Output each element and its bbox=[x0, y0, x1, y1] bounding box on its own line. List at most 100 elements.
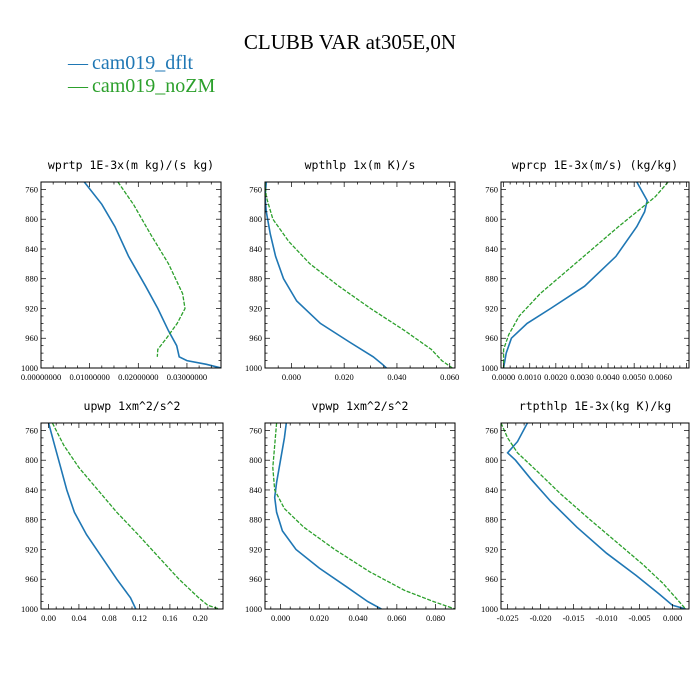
y-tick-label: 1000 bbox=[481, 363, 498, 373]
x-tick-label: 0.020 bbox=[335, 372, 354, 382]
y-tick-label: 800 bbox=[249, 455, 262, 465]
plot-frame bbox=[264, 422, 456, 610]
legend-dash-nozm: — bbox=[68, 75, 88, 97]
x-tick-label: 0.0040 bbox=[596, 372, 619, 382]
panel-title: wprtp 1E-3x(m kg)/(s kg) bbox=[48, 158, 214, 172]
series-line-nozm bbox=[501, 423, 687, 609]
y-tick-label: 1000 bbox=[21, 604, 38, 614]
y-tick-label: 920 bbox=[25, 303, 38, 313]
y-tick-label: 960 bbox=[249, 574, 262, 584]
x-tick-label: 0.040 bbox=[387, 372, 406, 382]
y-tick-label: 1000 bbox=[21, 363, 38, 373]
x-tick-label: 0.01000000 bbox=[69, 372, 109, 382]
panel-title: rtpthlp 1E-3x(kg K)/kg bbox=[519, 399, 671, 413]
y-tick-label: 840 bbox=[25, 244, 38, 254]
y-tick-label: 800 bbox=[485, 214, 498, 224]
panel-title: upwp 1xm^2/s^2 bbox=[84, 399, 181, 413]
x-tick-label: 0.0000 bbox=[492, 372, 515, 382]
series-line-dflt bbox=[273, 423, 382, 609]
x-tick-label: -0.020 bbox=[530, 613, 552, 623]
y-tick-label: 760 bbox=[249, 425, 262, 435]
x-tick-label: 0.0050 bbox=[622, 372, 645, 382]
x-tick-label: 0.03000000 bbox=[167, 372, 207, 382]
y-tick-label: 760 bbox=[485, 425, 498, 435]
series-line-dflt bbox=[502, 182, 649, 368]
legend-dash-dflt: — bbox=[68, 52, 88, 74]
plot-frame bbox=[264, 181, 456, 369]
y-tick-label: 920 bbox=[25, 544, 38, 554]
y-tick-label: 880 bbox=[485, 274, 498, 284]
y-tick-label: 920 bbox=[485, 303, 498, 313]
y-tick-label: 880 bbox=[485, 515, 498, 525]
y-tick-label: 840 bbox=[485, 485, 498, 495]
y-tick-label: 840 bbox=[25, 485, 38, 495]
x-tick-label: 0.16 bbox=[162, 613, 177, 623]
x-tick-label: 0.060 bbox=[387, 613, 406, 623]
plot-frame bbox=[40, 422, 224, 610]
panel-title: vpwp 1xm^2/s^2 bbox=[312, 399, 409, 413]
series-line-nozm bbox=[51, 423, 220, 609]
y-tick-label: 1000 bbox=[245, 604, 262, 614]
y-tick-label: 800 bbox=[25, 455, 38, 465]
y-tick-label: 800 bbox=[25, 214, 38, 224]
y-tick-label: 880 bbox=[25, 274, 38, 284]
x-tick-label: 0.060 bbox=[440, 372, 459, 382]
y-tick-label: 760 bbox=[249, 184, 262, 194]
panel-title: wprcp 1E-3x(m/s) (kg/kg) bbox=[512, 158, 678, 172]
y-tick-label: 960 bbox=[25, 574, 38, 584]
panel-6: rtpthlp 1E-3x(kg K)/kg 760 800 840 880 920 960… bbox=[481, 399, 690, 623]
y-tick-label: 840 bbox=[249, 244, 262, 254]
x-tick-label: 0.080 bbox=[426, 613, 445, 623]
series-line-nozm bbox=[502, 182, 669, 368]
y-tick-label: 920 bbox=[249, 303, 262, 313]
panel-5: vpwp 1xm^2/s^2 760 800 840 880 920 960 1000 0.00… bbox=[245, 399, 456, 623]
legend-item-nozm: — cam019_noZM bbox=[68, 75, 215, 98]
series-line-dflt bbox=[47, 423, 137, 609]
x-tick-label: 0.000 bbox=[282, 372, 301, 382]
x-tick-label: -0.005 bbox=[629, 613, 651, 623]
x-tick-label: 0.000 bbox=[663, 613, 682, 623]
x-tick-label: -0.025 bbox=[497, 613, 519, 623]
plot-frame bbox=[500, 181, 690, 369]
x-tick-label: 0.020 bbox=[310, 613, 329, 623]
legend: — cam019_dflt — cam019_noZM bbox=[68, 52, 215, 98]
x-tick-label: 0.0020 bbox=[544, 372, 567, 382]
y-tick-label: 840 bbox=[249, 485, 262, 495]
series-line-dflt bbox=[506, 423, 686, 609]
y-tick-label: 800 bbox=[485, 455, 498, 465]
x-tick-label: 0.20 bbox=[193, 613, 208, 623]
panel-2: wpthlp 1x(m K)/s 760 800 840 880 920 960 1000 0.… bbox=[245, 158, 459, 382]
x-tick-label: 0.0010 bbox=[518, 372, 541, 382]
x-tick-label: 0.00000000 bbox=[21, 372, 61, 382]
page-title: CLUBB VAR at305E,0N bbox=[243, 30, 457, 54]
x-tick-label: -0.010 bbox=[596, 613, 618, 623]
panel-3: wprcp 1E-3x(m/s) (kg/kg) 760 800 840 880 920 9… bbox=[481, 158, 690, 382]
y-tick-label: 760 bbox=[485, 184, 498, 194]
x-tick-label: 0.040 bbox=[348, 613, 367, 623]
y-tick-label: 1000 bbox=[245, 363, 262, 373]
x-tick-label: -0.015 bbox=[563, 613, 585, 623]
y-tick-label: 960 bbox=[25, 333, 38, 343]
x-tick-label: 0.04 bbox=[71, 613, 87, 623]
series-line-dflt bbox=[83, 182, 221, 368]
y-tick-label: 840 bbox=[485, 244, 498, 254]
x-tick-label: 0.12 bbox=[132, 613, 147, 623]
x-tick-label: 0.0060 bbox=[649, 372, 672, 382]
legend-label-dflt: cam019_dflt bbox=[92, 52, 194, 74]
y-tick-label: 960 bbox=[249, 333, 262, 343]
series-line-nozm bbox=[117, 182, 186, 357]
panel-title: wpthlp 1x(m K)/s bbox=[305, 158, 416, 172]
y-tick-label: 880 bbox=[249, 274, 262, 284]
series-line-nozm bbox=[272, 423, 455, 609]
x-tick-label: 0.08 bbox=[102, 613, 117, 623]
x-tick-label: 0.00 bbox=[41, 613, 56, 623]
legend-label-nozm: cam019_noZM bbox=[92, 75, 216, 97]
x-tick-label: 0.000 bbox=[271, 613, 290, 623]
y-tick-label: 960 bbox=[485, 333, 498, 343]
x-tick-label: 0.02000000 bbox=[118, 372, 158, 382]
y-tick-label: 880 bbox=[25, 515, 38, 525]
y-tick-label: 920 bbox=[485, 544, 498, 554]
y-tick-label: 960 bbox=[485, 574, 498, 584]
y-tick-label: 1000 bbox=[481, 604, 498, 614]
